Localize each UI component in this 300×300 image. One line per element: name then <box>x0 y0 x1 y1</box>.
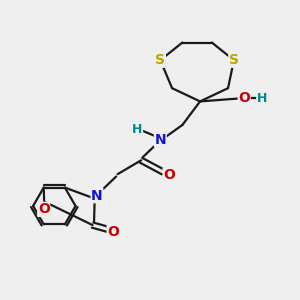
Text: O: O <box>238 92 250 106</box>
Text: H: H <box>132 123 142 136</box>
Text: N: N <box>91 189 103 202</box>
Text: H: H <box>257 92 267 105</box>
Text: O: O <box>38 202 50 216</box>
Text: S: S <box>155 53 165 67</box>
Text: N: N <box>154 133 166 147</box>
Text: S: S <box>229 53 239 67</box>
Text: O: O <box>107 225 119 239</box>
Text: O: O <box>163 168 175 182</box>
